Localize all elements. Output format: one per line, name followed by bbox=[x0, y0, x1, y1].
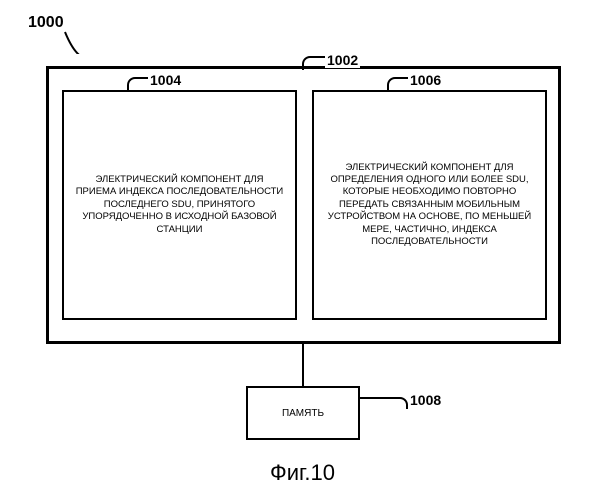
component-box-1-text: ЭЛЕКТРИЧЕСКИЙ КОМПОНЕНТ ДЛЯ ПРИЕМА ИНДЕК… bbox=[74, 174, 285, 236]
memory-box: ПАМЯТЬ bbox=[246, 386, 360, 440]
component-box-2: ЭЛЕКТРИЧЕСКИЙ КОМПОНЕНТ ДЛЯ ОПРЕДЕЛЕНИЯ … bbox=[312, 90, 547, 320]
memory-text: ПАМЯТЬ bbox=[282, 408, 324, 419]
top-ref-arrow bbox=[60, 24, 90, 54]
memory-ref-label: 1008 bbox=[410, 392, 441, 408]
figure-top-ref: 1000 bbox=[28, 14, 64, 32]
outer-ref-label: 1002 bbox=[325, 52, 360, 68]
box1-ref-label: 1004 bbox=[148, 72, 183, 88]
component-box-2-text: ЭЛЕКТРИЧЕСКИЙ КОМПОНЕНТ ДЛЯ ОПРЕДЕЛЕНИЯ … bbox=[324, 162, 535, 248]
component-box-1: ЭЛЕКТРИЧЕСКИЙ КОМПОНЕНТ ДЛЯ ПРИЕМА ИНДЕК… bbox=[62, 90, 297, 320]
box2-ref-label: 1006 bbox=[408, 72, 443, 88]
figure-caption: Фиг.10 bbox=[0, 460, 605, 486]
box2-ref-leader bbox=[387, 77, 409, 91]
box1-ref-leader bbox=[127, 77, 149, 91]
outer-ref-leader bbox=[302, 56, 327, 70]
memory-ref-leader bbox=[360, 397, 408, 409]
connector-line bbox=[302, 344, 304, 386]
